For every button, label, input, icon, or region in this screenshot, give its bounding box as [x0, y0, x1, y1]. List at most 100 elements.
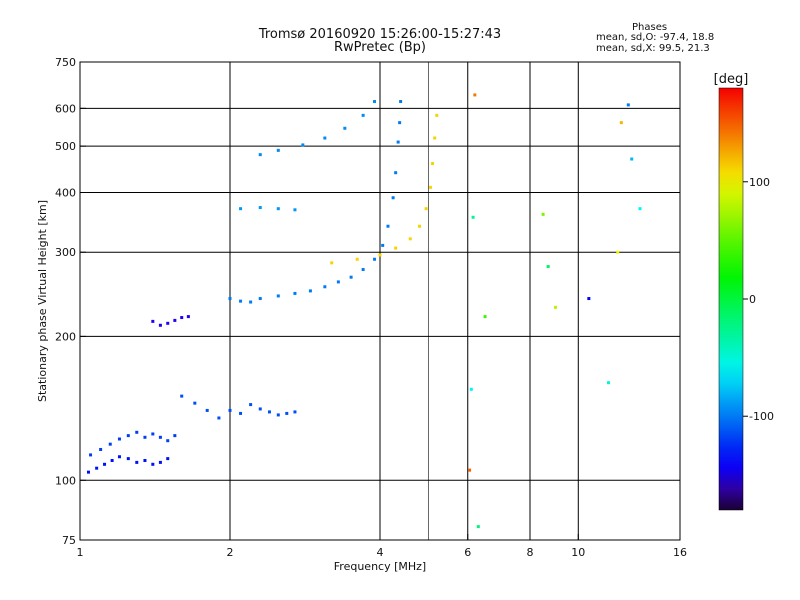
data-point [378, 253, 382, 257]
data-point [433, 136, 437, 140]
data-point [158, 323, 162, 327]
data-point [166, 321, 170, 325]
data-point [386, 224, 390, 228]
data-point [180, 316, 184, 320]
data-point [180, 394, 184, 398]
phase-o-stats: mean, sd,O: -97.4, 18.8 [596, 32, 715, 43]
data-point [151, 432, 155, 436]
data-point [424, 207, 428, 211]
data-point [417, 224, 421, 228]
y-tick-label: 500 [55, 140, 76, 153]
data-point [258, 206, 262, 210]
data-point [239, 207, 243, 211]
data-point [619, 121, 623, 125]
data-point [166, 439, 170, 443]
data-point [258, 297, 262, 301]
data-point [95, 466, 99, 470]
data-point [546, 265, 550, 269]
data-point [103, 462, 107, 466]
data-point [408, 237, 412, 241]
data-point [228, 408, 232, 412]
data-point [638, 207, 642, 211]
data-point [468, 468, 472, 472]
x-tick-label: 1 [77, 546, 84, 559]
data-point [323, 285, 327, 289]
data-point [373, 100, 377, 104]
colorbar-tick-label: 0 [749, 293, 756, 306]
data-point [276, 413, 280, 417]
data-point [151, 319, 155, 323]
data-point [249, 403, 253, 407]
data-point [630, 157, 634, 161]
data-point [193, 401, 197, 405]
data-point [336, 280, 340, 284]
data-point [166, 457, 170, 461]
y-tick-label: 100 [55, 474, 76, 487]
data-point [173, 434, 177, 438]
data-point [330, 261, 334, 265]
data-point [471, 215, 475, 219]
y-tick-label: 200 [55, 330, 76, 343]
data-point [476, 525, 480, 529]
data-point [276, 294, 280, 298]
y-tick-label: 600 [55, 102, 76, 115]
data-point [126, 457, 130, 461]
data-point [398, 121, 402, 125]
data-point [361, 268, 365, 272]
data-point [217, 416, 221, 420]
y-tick-label: 75 [62, 534, 76, 547]
data-point [435, 113, 439, 117]
data-point [276, 207, 280, 211]
data-point [186, 315, 190, 319]
data-point [276, 148, 280, 152]
x-tick-label: 16 [673, 546, 687, 559]
x-tick-label: 4 [377, 546, 384, 559]
data-point [323, 136, 327, 140]
data-point [249, 300, 253, 304]
data-point [361, 113, 365, 117]
y-axis-label: Stationary phase Virtual Height [km] [36, 200, 49, 402]
colorbar-tick-label: -100 [749, 410, 774, 423]
data-point [99, 447, 103, 451]
data-point [258, 407, 262, 411]
x-tick-label: 6 [464, 546, 471, 559]
data-point [143, 458, 147, 462]
x-tick-label: 10 [571, 546, 585, 559]
data-point [308, 289, 312, 293]
data-point [373, 257, 377, 261]
y-tick-label: 300 [55, 246, 76, 259]
colorbar-label: [deg] [714, 72, 749, 87]
data-point [205, 408, 209, 412]
data-point [396, 140, 400, 144]
data-point [587, 297, 591, 301]
data-point [135, 430, 139, 434]
x-tick-label: 2 [227, 546, 234, 559]
chart-title: Tromsø 20160920 15:26:00-15:27:43 [258, 27, 502, 42]
data-point [285, 411, 289, 415]
y-tick-label: 750 [55, 56, 76, 69]
data-point [469, 387, 473, 391]
x-axis-label: Frequency [MHz] [334, 560, 426, 573]
data-point [293, 291, 297, 295]
data-point [135, 460, 139, 464]
data-point [483, 315, 487, 319]
data-point [267, 410, 271, 414]
data-point [431, 161, 435, 165]
data-point [86, 470, 90, 474]
data-point [158, 435, 162, 439]
data-point [394, 171, 398, 175]
data-point [355, 257, 359, 261]
data-point [173, 318, 177, 322]
x-tick-label: 8 [527, 546, 534, 559]
data-point [391, 196, 395, 200]
data-point [110, 458, 114, 462]
data-point [473, 93, 477, 97]
colorbar-tick-label: 100 [749, 176, 770, 189]
data-point [117, 455, 121, 459]
data-point [553, 305, 557, 309]
phases-heading: Phases [632, 22, 668, 33]
data-point [143, 435, 147, 439]
colorbar [718, 87, 744, 511]
data-point [239, 411, 243, 415]
